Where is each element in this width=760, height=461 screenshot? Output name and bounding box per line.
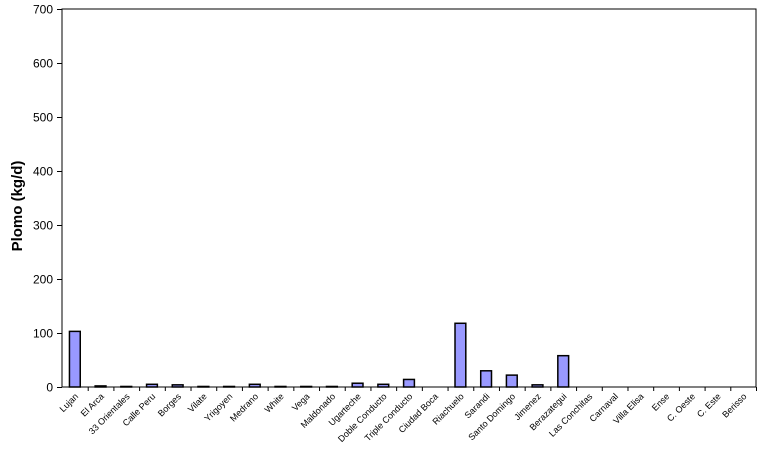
bar — [351, 382, 364, 388]
x-tick-label: Vilate — [186, 391, 209, 414]
bar — [274, 385, 287, 388]
x-tick-label: Borges — [156, 391, 184, 419]
y-tick-label: 100 — [33, 327, 53, 341]
axes — [57, 8, 757, 391]
y-tick-label: 400 — [33, 165, 53, 179]
bar — [377, 383, 390, 388]
bar — [300, 385, 313, 388]
y-tick-label: 0 — [46, 381, 53, 395]
x-tick-label: Vega — [290, 391, 312, 413]
bar — [145, 383, 159, 388]
x-tick-label: Ense — [650, 391, 672, 413]
bar — [402, 378, 416, 388]
y-tick-label: 600 — [33, 57, 53, 71]
x-tick-label: C. Este — [695, 391, 723, 419]
bar — [505, 374, 518, 388]
bar — [557, 354, 570, 388]
bar — [94, 385, 107, 388]
y-axis-label: Plomo (kg/d) — [9, 161, 26, 252]
y-tick-label: 700 — [33, 3, 53, 17]
x-tick-label: Lujan — [58, 391, 81, 414]
bar — [248, 383, 261, 388]
bars — [68, 322, 570, 388]
bar — [197, 385, 210, 388]
x-tick-label: C. Oeste — [665, 391, 697, 423]
x-tick-label: White — [263, 391, 286, 414]
bar — [222, 385, 236, 388]
x-tick-label: Santo Domingo — [466, 391, 517, 442]
bar — [454, 322, 467, 388]
y-tick-label: 300 — [33, 219, 53, 233]
bar — [120, 385, 133, 388]
y-tick-label: 500 — [33, 111, 53, 125]
bar — [325, 385, 339, 388]
y-tick-label: 200 — [33, 273, 53, 287]
bar — [479, 370, 493, 388]
bar — [171, 384, 184, 388]
x-tick-label: Berisso — [720, 391, 748, 419]
y-tick-labels: 0 100 200 300 400 500 600 700 — [33, 3, 53, 395]
x-tick-label: Medrano — [228, 391, 260, 423]
plot-area — [61, 8, 757, 388]
bar — [68, 330, 81, 388]
bar — [531, 384, 544, 388]
